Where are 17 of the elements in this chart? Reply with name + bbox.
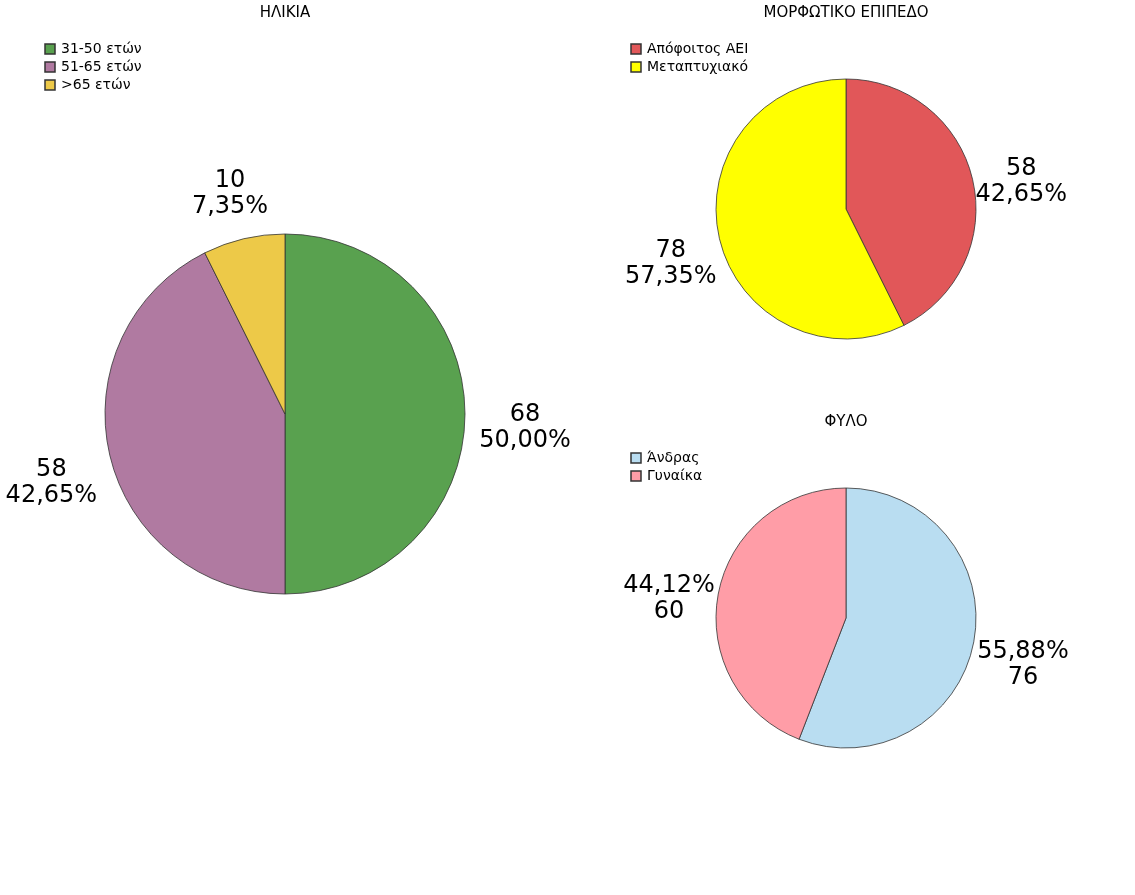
legend-label: 51-65 ετών	[61, 58, 142, 74]
legend-label: Γυναίκα	[647, 467, 703, 483]
data-label: 78 57,35%	[625, 235, 717, 290]
chart-title: ΜΟΡΦΩΤΙΚΟ ΕΠΙΠΕΔΟ	[763, 3, 929, 21]
legend-label: Απόφοιτος ΑΕΙ	[647, 40, 749, 56]
chart-title: ΦΥΛΟ	[824, 412, 868, 430]
data-label: 58 42,65%	[5, 453, 98, 508]
chart-title: ΗΛΙΚΙΑ	[259, 3, 311, 21]
data-label: 55,88% 76	[977, 636, 1069, 691]
data-label: 10 7,35%	[191, 165, 269, 220]
legend-label: Άνδρας	[647, 449, 700, 465]
data-label: 58 42,65%	[975, 152, 1067, 207]
legend-label: Μεταπτυχιακό	[647, 58, 749, 74]
data-label: 44,12% 60	[623, 569, 715, 624]
data-label: 68 50,00%	[479, 399, 571, 453]
legend-label: >65 ετών	[61, 76, 131, 92]
legend-label: 31-50 ετών	[61, 40, 142, 56]
